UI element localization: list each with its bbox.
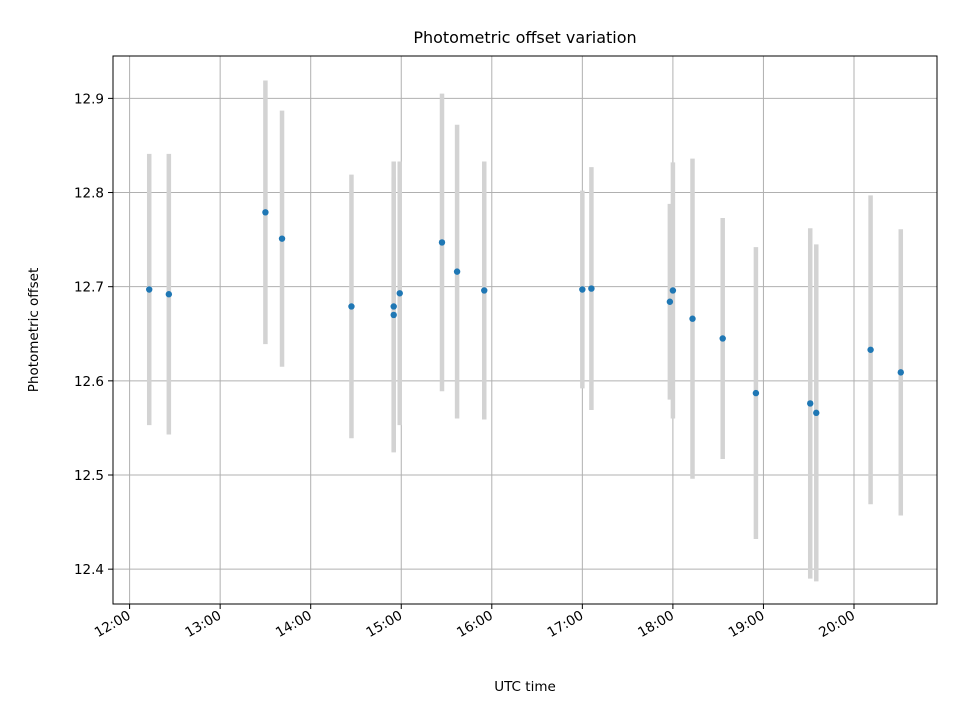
y-axis: 12.4 12.5 12.6 12.7 12.8 12.9 — [74, 91, 113, 578]
x-axis-label: UTC time — [494, 679, 556, 695]
data-point — [278, 235, 286, 242]
y-tick-label: 12.9 — [74, 91, 104, 107]
y-tick-label: 12.4 — [74, 562, 104, 578]
data-point — [390, 303, 397, 310]
data-point — [165, 291, 173, 298]
y-axis-label: Photometric offset — [26, 268, 42, 392]
data-point — [390, 311, 397, 319]
plot-frame — [112, 55, 938, 605]
chart-title: Photometric offset variation — [413, 28, 636, 47]
data-point — [807, 400, 814, 407]
data-point — [348, 303, 355, 310]
data-point — [897, 369, 904, 376]
data-points — [146, 209, 904, 417]
data-point — [867, 346, 874, 353]
y-tick-label: 12.8 — [74, 186, 104, 202]
data-point — [689, 315, 696, 322]
y-tick-label: 12.6 — [74, 374, 104, 390]
y-tick-label: 12.5 — [74, 468, 104, 484]
y-tick-label: 12.7 — [74, 280, 104, 296]
data-point — [752, 389, 760, 397]
data-point — [719, 335, 726, 342]
data-point — [813, 409, 820, 417]
grid — [113, 56, 937, 604]
data-point — [481, 287, 488, 294]
data-point — [438, 239, 446, 246]
data-point — [669, 287, 677, 294]
data-point — [262, 209, 269, 216]
data-point — [666, 298, 674, 305]
data-point — [453, 268, 461, 275]
data-point — [588, 285, 595, 292]
data-point — [146, 286, 153, 293]
data-point — [396, 290, 403, 297]
data-point — [579, 286, 586, 293]
